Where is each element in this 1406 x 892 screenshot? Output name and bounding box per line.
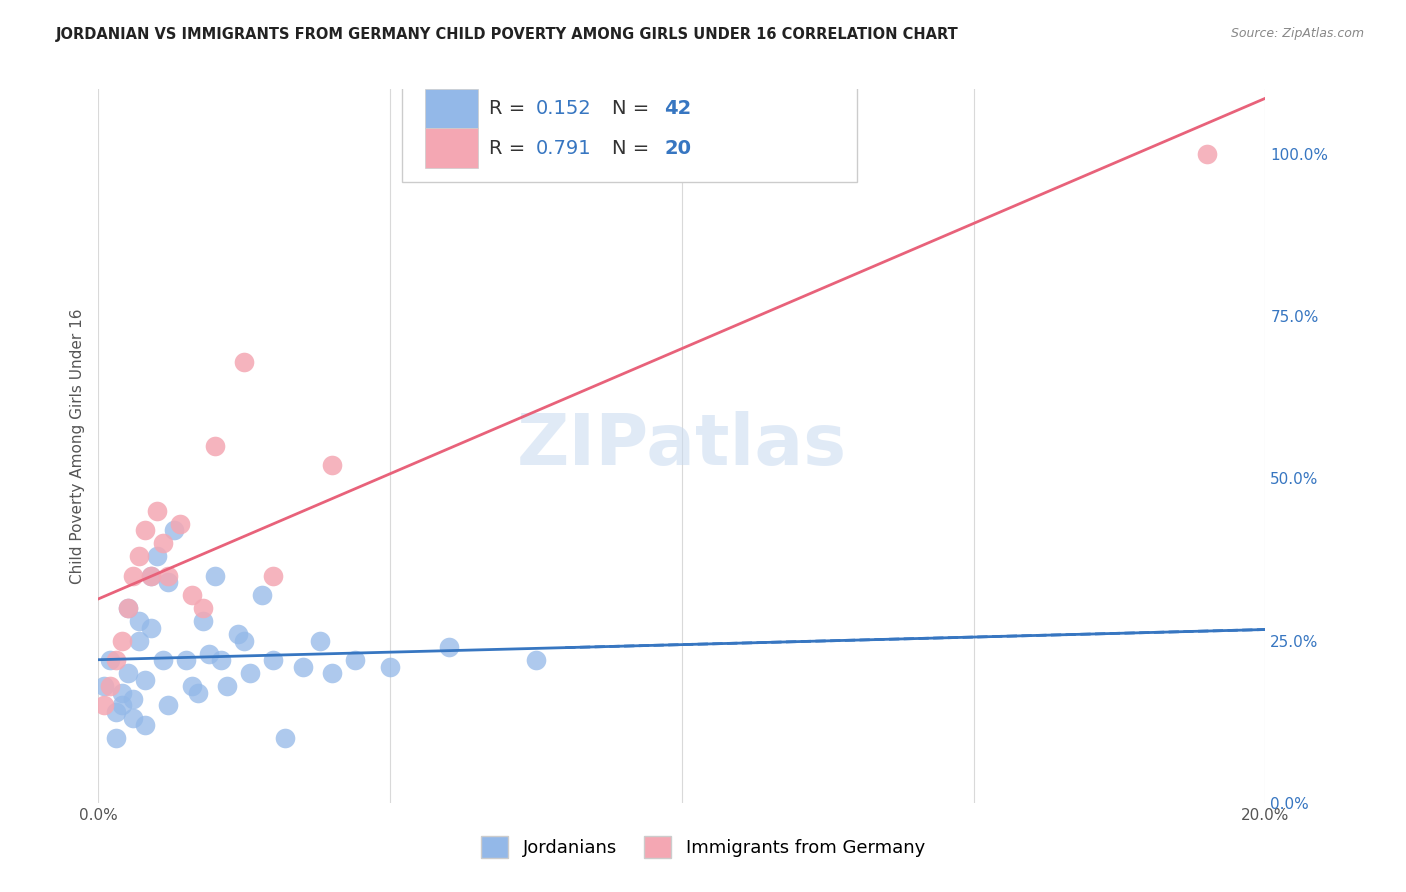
Point: [198, 647, 221, 661]
Point: [344, 653, 367, 667]
Point: [291, 659, 314, 673]
Point: [228, 627, 250, 641]
Point: [204, 439, 226, 453]
Point: [157, 698, 180, 713]
Point: [122, 692, 145, 706]
Point: [309, 633, 332, 648]
Point: [193, 614, 215, 628]
Point: [104, 705, 127, 719]
Text: N =: N =: [612, 99, 655, 118]
Point: [93, 679, 115, 693]
Point: [139, 568, 162, 582]
Text: 0.791: 0.791: [536, 139, 592, 158]
Point: [321, 666, 343, 681]
Point: [128, 614, 150, 628]
Point: [233, 354, 256, 368]
Point: [157, 568, 180, 582]
Point: [209, 653, 232, 667]
Point: [117, 666, 139, 681]
Point: [437, 640, 460, 654]
Point: [134, 524, 156, 538]
Legend: Jordanians, Immigrants from Germany: Jordanians, Immigrants from Germany: [474, 829, 932, 865]
Text: ZIPatlas: ZIPatlas: [517, 411, 846, 481]
Point: [146, 549, 169, 564]
Point: [152, 536, 174, 550]
Point: [250, 588, 273, 602]
Point: [111, 698, 134, 713]
Point: [139, 621, 162, 635]
Point: [117, 601, 139, 615]
Point: [274, 731, 297, 745]
Text: 42: 42: [665, 99, 692, 118]
Text: N =: N =: [612, 139, 655, 158]
Point: [169, 516, 191, 531]
Point: [122, 568, 145, 582]
FancyBboxPatch shape: [402, 71, 858, 182]
FancyBboxPatch shape: [425, 128, 478, 168]
Point: [146, 504, 169, 518]
Text: 0.152: 0.152: [536, 99, 592, 118]
Point: [180, 588, 202, 602]
Point: [204, 568, 226, 582]
Point: [122, 711, 145, 725]
Point: [98, 679, 121, 693]
Point: [128, 633, 150, 648]
Text: 20: 20: [665, 139, 692, 158]
Point: [104, 731, 127, 745]
FancyBboxPatch shape: [425, 89, 478, 128]
Point: [1195, 147, 1218, 161]
Point: [321, 458, 343, 473]
Point: [193, 601, 215, 615]
Point: [111, 633, 134, 648]
Point: [152, 653, 174, 667]
Point: [215, 679, 238, 693]
Point: [104, 653, 127, 667]
Point: [262, 653, 284, 667]
Point: [233, 633, 256, 648]
Point: [117, 601, 139, 615]
Point: [134, 673, 156, 687]
Point: [163, 524, 186, 538]
Point: [239, 666, 262, 681]
Point: [134, 718, 156, 732]
Point: [174, 653, 197, 667]
Text: R =: R =: [489, 139, 531, 158]
Point: [180, 679, 202, 693]
Point: [93, 698, 115, 713]
Point: [128, 549, 150, 564]
Text: Source: ZipAtlas.com: Source: ZipAtlas.com: [1230, 27, 1364, 40]
Point: [524, 653, 547, 667]
Point: [139, 568, 162, 582]
Point: [262, 568, 284, 582]
Point: [157, 575, 180, 590]
Point: [378, 659, 402, 673]
Text: R =: R =: [489, 99, 531, 118]
Point: [98, 653, 121, 667]
Point: [111, 685, 134, 699]
Y-axis label: Child Poverty Among Girls Under 16: Child Poverty Among Girls Under 16: [69, 309, 84, 583]
Point: [187, 685, 209, 699]
Text: JORDANIAN VS IMMIGRANTS FROM GERMANY CHILD POVERTY AMONG GIRLS UNDER 16 CORRELAT: JORDANIAN VS IMMIGRANTS FROM GERMANY CHI…: [56, 27, 959, 42]
